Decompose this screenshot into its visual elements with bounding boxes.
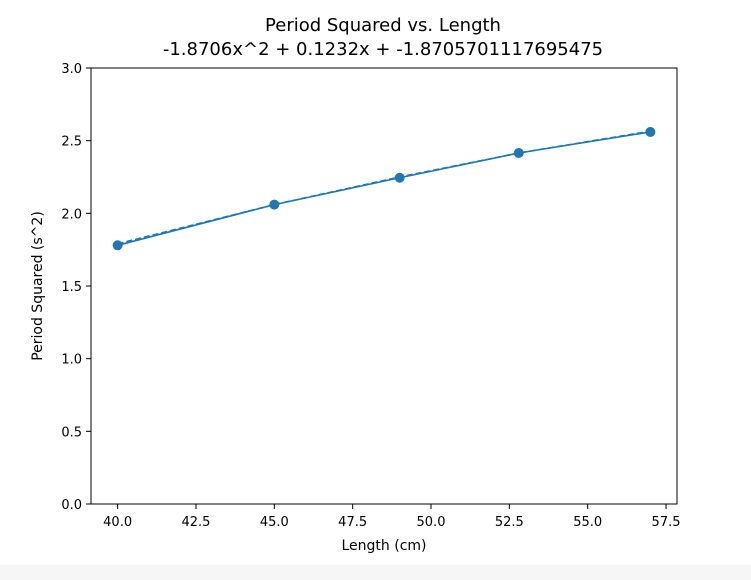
data-series-line [117, 131, 651, 247]
y-tick-label: 3.0 [61, 62, 82, 77]
y-tick-label: 2.0 [61, 207, 82, 222]
x-tick-label: 50.0 [417, 515, 446, 530]
y-tick-label: 0.5 [61, 425, 82, 440]
x-tick-label: 47.5 [338, 515, 367, 530]
y-tick-label: 1.0 [61, 353, 82, 368]
x-tick-label: 52.5 [495, 515, 524, 530]
data-point [394, 172, 405, 183]
data-point [645, 126, 656, 137]
chart-container: Period Squared vs. Length -1.8706x^2 + 0… [30, 15, 681, 554]
plot-frame [90, 67, 678, 505]
data-point [112, 240, 123, 251]
plot-area [112, 126, 656, 251]
chart-svg: Period Squared vs. Length -1.8706x^2 + 0… [30, 15, 681, 554]
x-tick-label: 45.0 [260, 515, 289, 530]
y-tick-label: 1.5 [61, 280, 82, 295]
data-point [513, 148, 524, 159]
chart-title: Period Squared vs. Length [265, 15, 501, 36]
x-tick-label: 42.5 [182, 515, 211, 530]
y-axis-label: Period Squared (s^2) [30, 211, 46, 361]
x-tick-label: 57.5 [652, 515, 681, 530]
data-point [269, 199, 280, 210]
y-tick-label: 2.5 [61, 135, 82, 150]
x-axis-ticks: 40.0 42.5 45.0 47.5 50.0 52.5 55.0 57.5 [103, 504, 681, 530]
y-axis-ticks: 0.0 0.5 1.0 1.5 2.0 2.5 3.0 [61, 62, 91, 513]
fit-curve-line [117, 130, 651, 245]
chart-subtitle: -1.8706x^2 + 0.1232x + -1.87057011176954… [163, 39, 603, 60]
bottom-strip [0, 565, 751, 580]
y-tick-label: 0.0 [61, 498, 82, 513]
x-tick-label: 55.0 [573, 515, 602, 530]
x-tick-label: 40.0 [103, 515, 132, 530]
x-axis-label: Length (cm) [342, 538, 427, 554]
